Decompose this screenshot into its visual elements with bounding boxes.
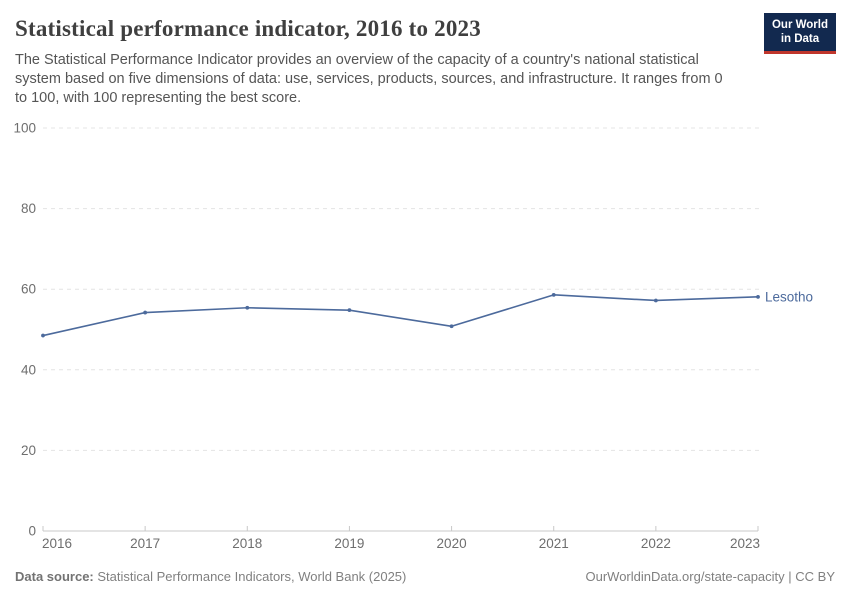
chart-subtitle-line: to 100, with 100 representing the best s… <box>15 90 302 106</box>
x-tick-label: 2022 <box>641 536 671 551</box>
data-point[interactable] <box>551 292 556 297</box>
x-tick-label: 2021 <box>539 536 569 551</box>
data-source: Data source: Statistical Performance Ind… <box>15 569 406 584</box>
chart-title: Statistical performance indicator, 2016 … <box>15 16 481 41</box>
x-tick-label: 2018 <box>232 536 262 551</box>
x-tick-label: 2016 <box>42 536 72 551</box>
series-line-lesotho[interactable] <box>42 294 759 337</box>
chart-subtitle-line: The Statistical Performance Indicator pr… <box>15 52 699 68</box>
chart-header: Statistical performance indicator, 2016 … <box>0 0 850 108</box>
y-tick-label: 100 <box>13 121 36 136</box>
chart-footer: Data source: Statistical Performance Ind… <box>15 569 835 584</box>
attribution: OurWorldinData.org/state-capacity | CC B… <box>585 569 835 584</box>
x-tick-label: 2023 <box>730 536 760 551</box>
data-point[interactable] <box>756 294 760 299</box>
owid-logo-line2: in Data <box>780 32 820 45</box>
data-point[interactable] <box>653 298 658 303</box>
chart-subtitle: The Statistical Performance Indicator pr… <box>0 42 850 108</box>
data-point[interactable] <box>449 324 454 329</box>
x-tick-label: 2017 <box>130 536 160 551</box>
data-point[interactable] <box>41 333 45 338</box>
y-tick-label: 80 <box>21 201 36 216</box>
data-source-label: Data source: <box>15 569 94 584</box>
x-tick-label: 2019 <box>334 536 364 551</box>
series-label-lesotho[interactable]: Lesotho <box>765 289 813 304</box>
owid-logo-line1: Our World <box>771 19 828 31</box>
owid-logo[interactable]: Our World in Data <box>763 13 836 54</box>
y-tick-label: 40 <box>21 362 36 377</box>
data-point[interactable] <box>245 305 250 310</box>
x-tick-label: 2020 <box>437 536 467 551</box>
y-tick-label: 0 <box>28 524 36 539</box>
data-point[interactable] <box>347 308 352 313</box>
data-source-text: Statistical Performance Indicators, Worl… <box>93 569 407 584</box>
y-tick-label: 60 <box>21 282 36 297</box>
y-tick-label: 20 <box>21 443 36 458</box>
data-point[interactable] <box>143 310 148 315</box>
chart-subtitle-line: system based on five dimensions of data:… <box>15 71 723 87</box>
